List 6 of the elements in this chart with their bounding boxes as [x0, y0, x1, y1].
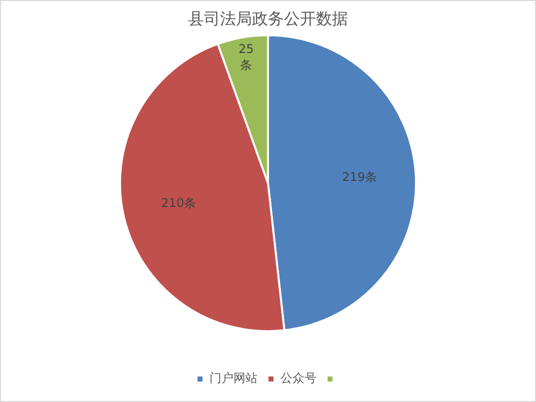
chart-title: 县司法局政务公开数据 [188, 8, 348, 28]
legend-label: 公众号 [280, 371, 316, 386]
data-label: 219条 [342, 170, 378, 184]
legend-label: 门户网站 [210, 371, 258, 386]
data-label: 25条 [238, 42, 254, 72]
data-label: 210条 [161, 196, 196, 210]
